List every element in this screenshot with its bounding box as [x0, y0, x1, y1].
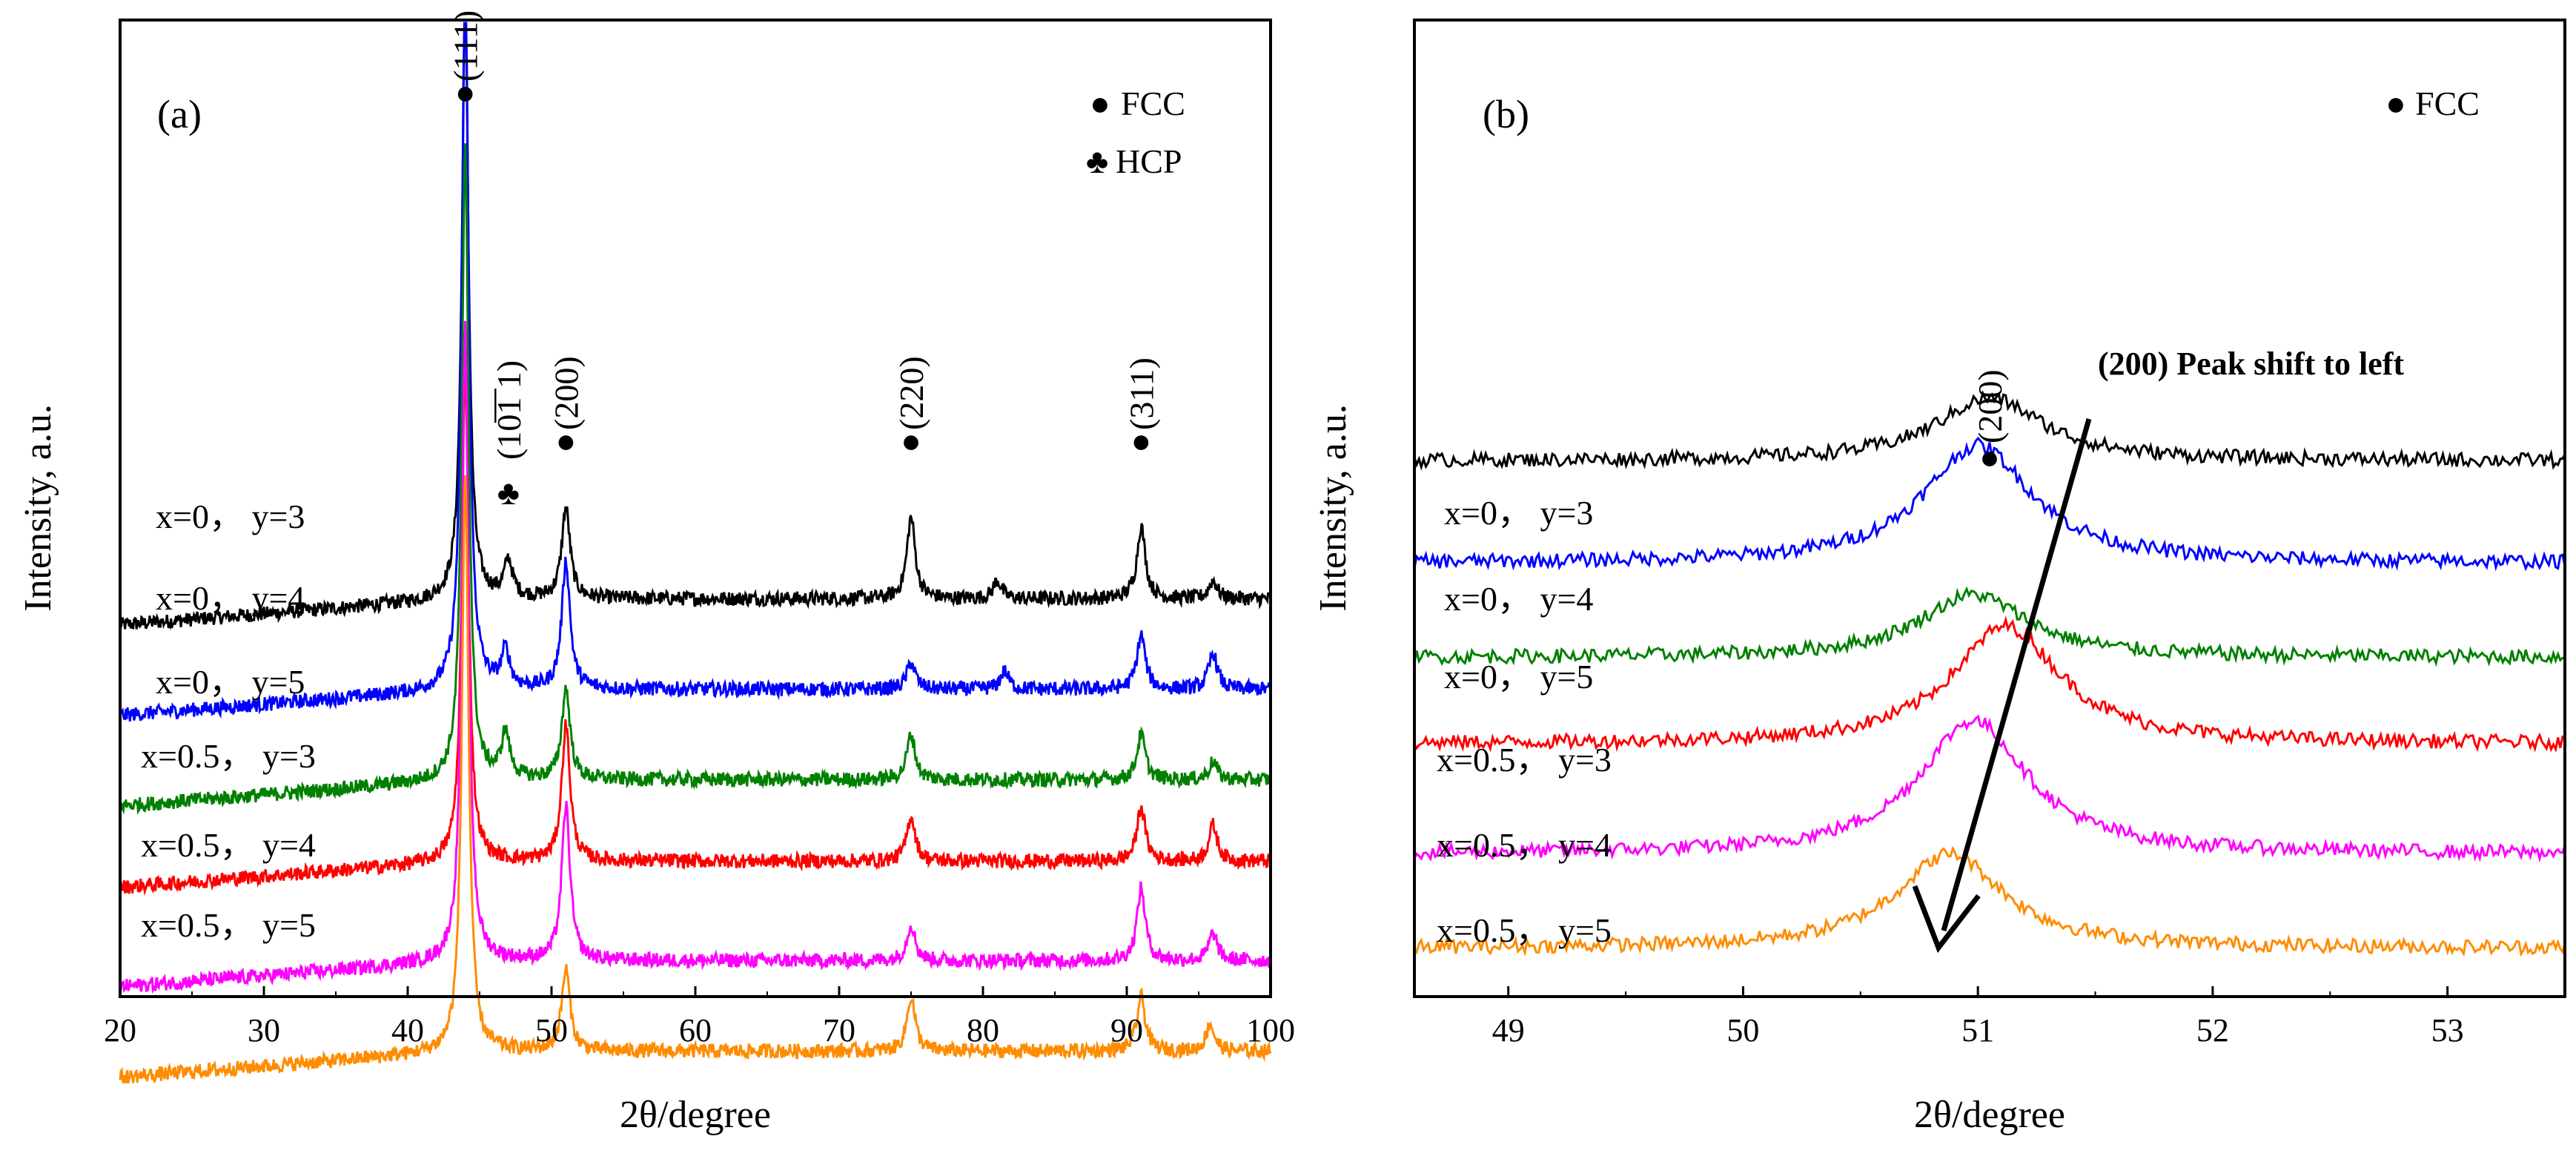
panel-a-series-labels: x=0， y=3 x=0， y=4 x=0， y=5 x=0.5， y=3 x=0.5，…	[141, 498, 316, 944]
panel-a-xtick-label: 60	[679, 1012, 712, 1049]
panel-a-xtick-label: 70	[823, 1012, 855, 1049]
panel-b-ticks: 49 50 51 52 53	[1492, 986, 2566, 1049]
panel-b-xtick-label: 50	[1726, 1012, 1759, 1049]
panel-a-xtick-label: 90	[1110, 1012, 1143, 1049]
panel-b-frame	[1413, 19, 2566, 998]
panel-b-series-line-6	[1413, 845, 2566, 957]
panel-b-peak-marker-1: ●	[1979, 438, 2000, 476]
panel-a-peak-marker-4: ●	[901, 422, 921, 460]
panel-a-series-line-4	[119, 363, 1272, 897]
panel-a-series-label-2: x=0， y=4	[156, 579, 305, 617]
panel-b-series-label-3: x=0， y=5	[1444, 658, 1593, 696]
panel-a-xtick-label: 80	[967, 1012, 999, 1049]
panel-b-peak-label-1: (200)	[1971, 369, 2009, 443]
panel-b-series-line-3	[1413, 586, 2566, 667]
panel-a-xtick-label: 30	[248, 1012, 280, 1049]
legend-hcp-label: HCP	[1116, 142, 1182, 180]
panel-a-ticks: 20 30 40 50 60 70 80 90 100	[104, 986, 1295, 1049]
legend-hcp-marker: ♣	[1086, 142, 1108, 180]
panel-b-series-labels: x=0， y=3 x=0， y=4 x=0， y=5 x=0.5， y=3 x=0.5，…	[1437, 494, 1612, 949]
panel-b-series-line-1	[1413, 389, 2566, 472]
panel-a-series-label-1: x=0， y=3	[156, 498, 305, 535]
panel-a-series-line-6	[119, 475, 1272, 1084]
panel-b-series-label-6: x=0.5， y=5	[1437, 911, 1612, 949]
panel-a-series-label-6: x=0.5， y=5	[141, 906, 316, 944]
panel-b-series-label-5: x=0.5， y=4	[1437, 826, 1612, 864]
panel-b-series	[1413, 389, 2566, 957]
panel-a-series	[119, 22, 1272, 1084]
panel-b-label: (b)	[1483, 92, 1529, 136]
panel-b-series-line-5	[1413, 714, 2566, 863]
panel-a-peak-label-3: (200)	[547, 356, 585, 430]
panel-a-series-label-3: x=0， y=5	[156, 663, 305, 701]
peak-shift-arrow	[1912, 418, 2092, 954]
panel-a-label: (a)	[157, 92, 202, 136]
panel-a-series-line-5	[119, 320, 1272, 994]
panel-b-xtick-label: 52	[2196, 1012, 2229, 1049]
panel-a-ylabel: Intensity, a.u.	[17, 404, 59, 612]
panel-b-xtick-label: 49	[1492, 1012, 1525, 1049]
panel-a-xtick-label: 40	[391, 1012, 424, 1049]
panel-a-peak-labels: ●(111)♣(10̅1̅ 1) ●(200)●(220)●(311)	[447, 10, 1161, 512]
panel-a-xtick-label: 20	[104, 1012, 136, 1049]
panel-a-xlabel: 2θ/degree	[620, 1094, 771, 1136]
panel-b-series-line-4	[1413, 615, 2566, 753]
panel-a-xtick-label: 100	[1246, 1012, 1295, 1049]
panel-b-peak-labels: ●(200)	[1971, 369, 2009, 476]
panel-a-xtick-label: 50	[535, 1012, 568, 1049]
panel-b: 49 50 51 52 53 (b) 2θ/degree Intensity, a.u.…	[1312, 19, 2566, 1136]
panel-b-xtick-label: 51	[1961, 1012, 1994, 1049]
legend-fcc-marker: ●	[1090, 85, 1110, 122]
panel-b-series-label-2: x=0， y=4	[1444, 580, 1593, 618]
panel-b-ylabel: Intensity, a.u.	[1312, 404, 1354, 612]
panel-a-peak-label-5: (311)	[1122, 357, 1160, 430]
panel-a: 20 30 40 50 60 70 80 90 100 (a) 2θ/degree Intens…	[17, 10, 1295, 1136]
panel-b-xtick-label: 53	[2431, 1012, 2464, 1049]
legend-b-fcc-marker: ●	[2385, 85, 2406, 122]
peak-shift-annotation: (200) Peak shift to left	[2098, 346, 2404, 382]
panel-b-series-line-2	[1413, 436, 2566, 572]
panel-b-series-label-4: x=0.5， y=3	[1437, 741, 1612, 779]
panel-a-peak-label-4: (220)	[893, 356, 930, 430]
panel-a-peak-label-2: (10̅1̅ 1)	[490, 360, 528, 460]
panel-a-series-label-5: x=0.5， y=4	[141, 826, 316, 864]
panel-b-series-label-1: x=0， y=3	[1444, 494, 1593, 532]
panel-b-xlabel: 2θ/degree	[1914, 1094, 2065, 1136]
panel-a-peak-marker-3: ●	[556, 422, 577, 460]
panel-a-series-label-4: x=0.5， y=3	[141, 737, 316, 775]
panel-a-peak-label-1: (111)	[447, 10, 485, 82]
legend-b-fcc-label: FCC	[2415, 85, 2480, 122]
panel-a-peak-marker-1: ●	[455, 73, 476, 111]
panel-a-series-line-3	[119, 143, 1272, 815]
panel-b-legend: ● FCC	[2385, 85, 2480, 122]
panel-a-series-line-2	[119, 22, 1272, 722]
panel-a-series-line-1	[119, 22, 1271, 630]
legend-fcc-label: FCC	[1121, 85, 1185, 122]
panel-a-peak-marker-5: ●	[1131, 422, 1152, 460]
panel-a-legend: ● FCC ♣ HCP	[1086, 85, 1185, 180]
panel-a-peak-marker-2: ♣	[497, 474, 520, 512]
